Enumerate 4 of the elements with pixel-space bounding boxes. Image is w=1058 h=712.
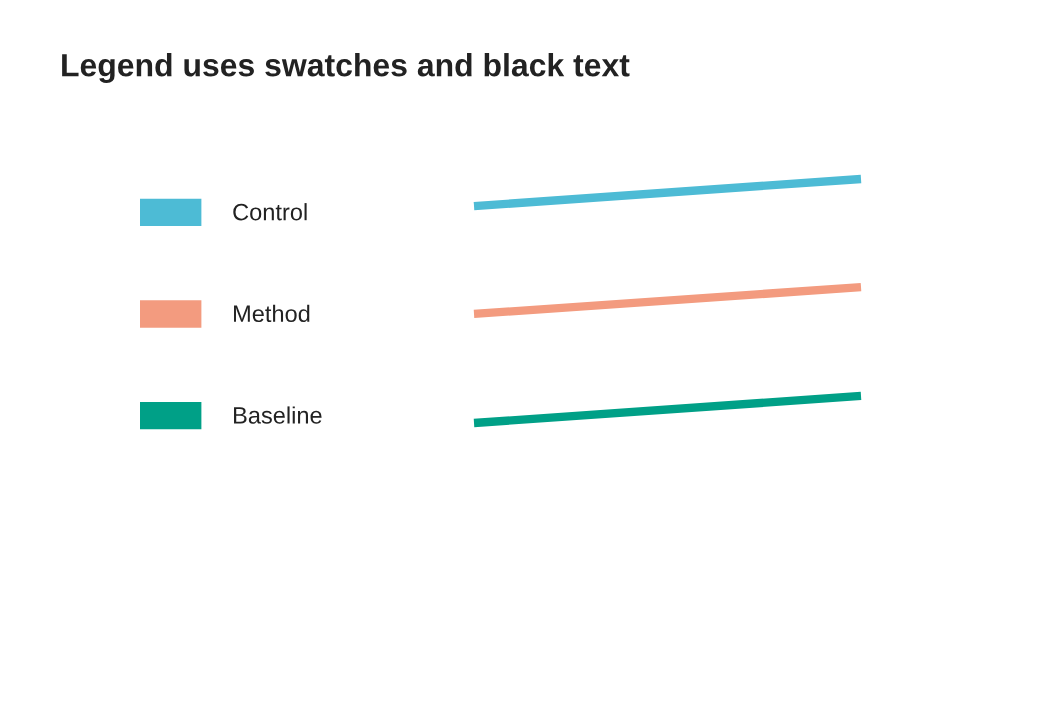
legend-label: Baseline xyxy=(234,406,322,424)
chart-title: Legend uses swatches and black text xyxy=(62,53,630,83)
legend-label: Method xyxy=(234,304,310,323)
legend-label: Control xyxy=(233,203,307,221)
